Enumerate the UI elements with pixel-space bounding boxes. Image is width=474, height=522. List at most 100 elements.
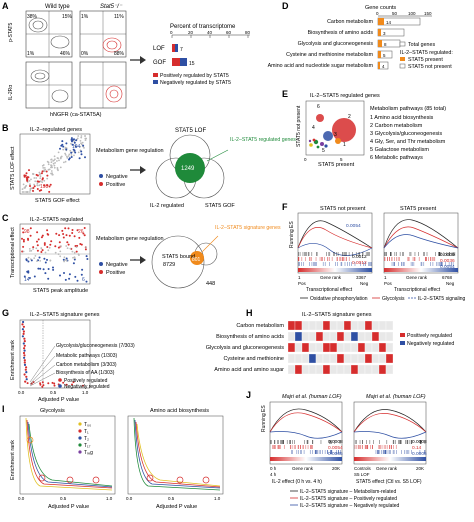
c-point-gray — [59, 250, 62, 253]
e-leg-title: Metabolism pathways (85 total) — [370, 106, 446, 112]
c-point-positive — [37, 238, 40, 241]
d-val-0: 14 — [386, 20, 392, 25]
g-point — [72, 381, 75, 384]
a-val-gof: 15 — [189, 61, 195, 67]
b-point-negative — [65, 142, 68, 145]
g-point — [23, 359, 26, 362]
b-point-gray — [50, 161, 53, 164]
b-leg-neg: Negative — [106, 174, 128, 180]
b-point-gray — [53, 166, 56, 169]
c-point-positive — [75, 250, 78, 253]
g-point — [25, 378, 28, 381]
c-point-gray — [44, 251, 47, 254]
b-point-gray — [62, 148, 65, 151]
j-x1-3: 20K — [332, 466, 340, 471]
e-title: IL-2–STAT5 regulated genes — [310, 93, 380, 99]
h-cell — [378, 353, 387, 364]
b-point-negative — [70, 156, 73, 158]
j-v1-0: 0.0008 — [328, 439, 343, 445]
j-v2-0: 0.0008 — [412, 439, 427, 445]
b-point-gray — [24, 185, 27, 188]
b-point-gray — [79, 140, 82, 142]
j-t1: Majri et al. (human LOF) — [282, 394, 342, 400]
c-venn — [151, 235, 218, 289]
h-cell — [301, 331, 310, 342]
b-point-gray — [64, 160, 67, 163]
g-ann-3: Biosynthesis of AA (1/303) — [56, 370, 115, 376]
f-x1-1: Pos — [298, 281, 307, 286]
g-pointers — [29, 345, 56, 387]
h-cell — [357, 364, 366, 375]
a-row-lof: LOF — [153, 46, 165, 52]
h-heatmap — [287, 320, 394, 375]
h-cell — [357, 342, 366, 353]
c-point-gray — [32, 248, 34, 250]
f-x2-0: 1 — [384, 275, 387, 280]
b-point-positive — [40, 172, 43, 175]
c-leg-neg: Negative — [106, 262, 128, 268]
c-point-gray — [35, 247, 38, 250]
c-point-gray — [34, 255, 37, 257]
b-point-gray — [70, 154, 73, 156]
a-leg-pos: Positively regulated by STAT5 — [160, 73, 229, 79]
b-point-gray — [58, 159, 60, 162]
b-point-positive — [46, 174, 49, 177]
b-leg-pos: Positive — [106, 182, 125, 188]
c-point-positive — [71, 232, 74, 234]
h-cell — [294, 342, 303, 353]
c-point-negative — [28, 277, 31, 279]
c-point-positive — [83, 234, 86, 237]
b-point-gray — [66, 157, 69, 159]
g-title: IL-2–STAT5 signature genes — [30, 312, 100, 318]
g-xlabel: Adjusted P value — [38, 397, 79, 403]
a-q-br1: 46% — [60, 51, 71, 57]
d-leg-reg: IL-2–STAT5 regulated: — [400, 50, 453, 56]
c-point-gray — [54, 251, 57, 254]
panel-label-c: C — [2, 213, 9, 223]
e-bubbles — [308, 114, 356, 149]
c-point-gray — [39, 260, 42, 262]
j-leg-0: IL-2–STAT5 signature – Metabolism-relate… — [300, 489, 396, 495]
c-title: IL-2–STAT5 regulated — [30, 217, 83, 223]
b-point-negative — [78, 157, 81, 160]
g-point — [24, 368, 27, 371]
b-point-positive — [46, 184, 49, 187]
b-point-gray — [77, 135, 80, 137]
h-cell — [371, 364, 380, 375]
c-point-gray — [65, 245, 68, 247]
b-point-gray — [43, 169, 45, 172]
h-row-3: Cysteine and methionine — [223, 356, 284, 362]
b-point-positive — [48, 190, 51, 193]
i-leg-3: T₁₇ — [84, 443, 91, 449]
c-point-negative — [76, 279, 79, 282]
j-curves — [269, 408, 427, 439]
b-point-gray — [57, 169, 59, 172]
i-curves — [25, 417, 221, 491]
h-cell — [322, 331, 331, 342]
c-point-positive — [83, 227, 86, 229]
g-point — [22, 332, 25, 335]
c-point-gray — [36, 260, 38, 262]
g-point — [23, 361, 26, 364]
i-plot2-frame — [127, 415, 224, 495]
f-v2-0: 0.0009 — [440, 252, 455, 258]
b-point-gray — [83, 147, 85, 149]
h-cell — [343, 331, 352, 342]
c-point-gray — [73, 256, 76, 258]
a-xlabel: hNGFR (ca-STAT5A) — [50, 112, 102, 118]
h-cell — [287, 331, 296, 342]
h-cell — [371, 331, 380, 342]
c-point-negative — [74, 275, 77, 278]
c-point-negative — [46, 258, 48, 261]
h-cell — [364, 331, 373, 342]
c-point-gray — [29, 250, 31, 252]
c-point-negative — [38, 256, 41, 259]
g-point — [23, 354, 26, 357]
i-xlabel-2: Adjusted P value — [156, 504, 197, 510]
h-cell — [308, 331, 317, 342]
c-venn-n: 801 — [192, 257, 201, 263]
c-point-gray — [57, 253, 60, 256]
i-xtick2-0: 0.0 — [126, 496, 133, 501]
b-point-gray — [47, 168, 50, 171]
h-cell — [350, 342, 359, 353]
